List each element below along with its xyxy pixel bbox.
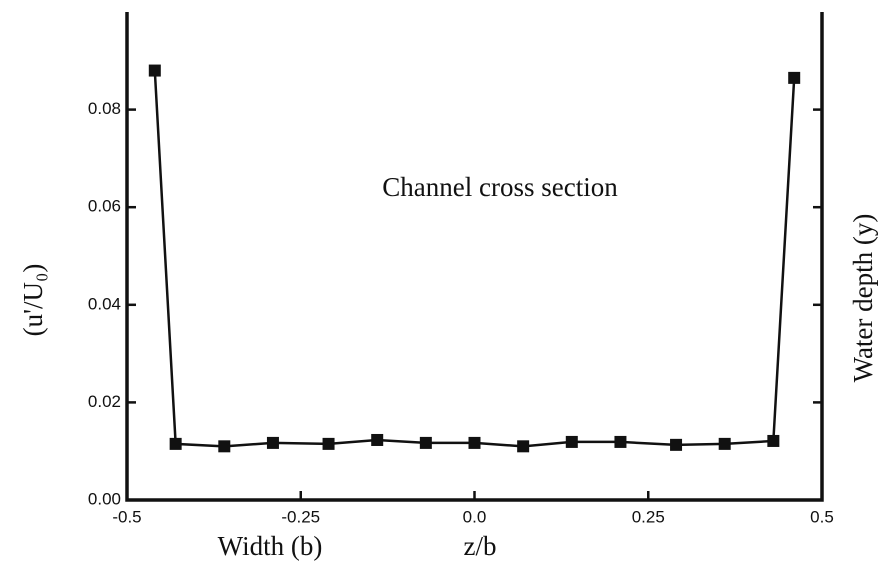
data-point [169, 437, 182, 450]
y-tick-label: 0.00 [88, 489, 121, 508]
data-point [767, 434, 780, 447]
data-point [218, 440, 231, 453]
data-point [718, 437, 731, 450]
annotation: Channel cross section [382, 172, 618, 202]
data-point [419, 436, 432, 449]
data-line [153, 70, 796, 448]
data-point [371, 433, 384, 446]
y2-axis-label: Water depth (y) [848, 214, 878, 383]
data-point [517, 440, 530, 453]
x-axis-label-left: Width (b) [218, 531, 323, 561]
x-tick-label: -0.25 [281, 507, 320, 526]
y-tick-label: 0.06 [88, 197, 121, 216]
x-axis-label: z/b [464, 531, 497, 561]
data-point [266, 436, 279, 449]
data-point [614, 435, 627, 448]
x-tick-label: -0.5 [112, 507, 141, 526]
y-tick-label: 0.08 [88, 99, 121, 118]
x-tick-label: 0.25 [632, 507, 665, 526]
x-tick-label: 0.5 [810, 507, 834, 526]
y-tick-label: 0.02 [88, 392, 121, 411]
data-point [148, 64, 161, 77]
data-point [322, 437, 335, 450]
x-tick-label: 0.0 [463, 507, 487, 526]
y-axis-label: (u'/U₀) [18, 264, 48, 337]
axes [125, 12, 824, 502]
data-point [468, 436, 481, 449]
y-tick-label: 0.04 [88, 294, 121, 313]
data-point [670, 438, 683, 451]
data-point [788, 71, 801, 84]
data-point [565, 435, 578, 448]
